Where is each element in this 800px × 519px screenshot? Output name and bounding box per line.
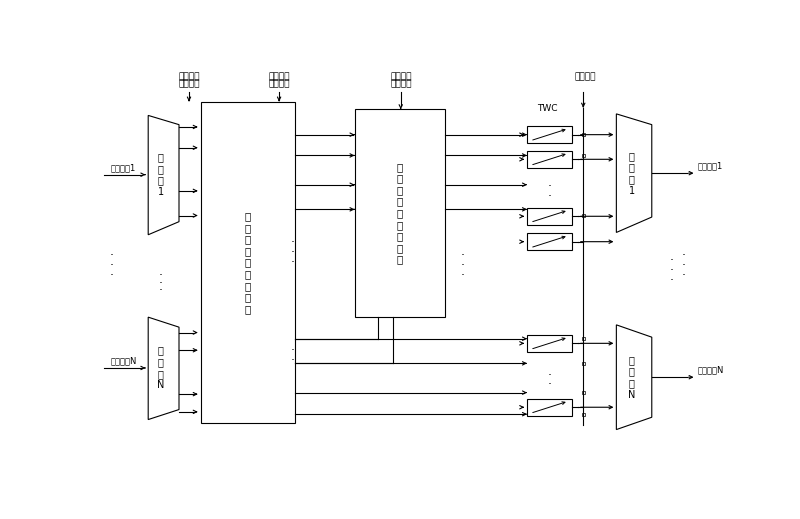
Text: 分
波
器
1: 分 波 器 1 — [158, 152, 163, 197]
Text: 控制指令: 控制指令 — [575, 73, 596, 81]
Text: 低
速
光
交
换
单
元
模
块: 低 速 光 交 换 单 元 模 块 — [245, 211, 250, 314]
Text: ·: · — [670, 254, 674, 267]
Text: ·: · — [291, 344, 295, 357]
Text: 输出端口1: 输出端口1 — [698, 162, 723, 171]
Text: 合
波
器
1: 合 波 器 1 — [629, 151, 635, 196]
Text: ·: · — [460, 269, 464, 282]
Text: 交换控制: 交换控制 — [268, 73, 290, 81]
Text: ·: · — [460, 259, 464, 272]
Text: 交换控制: 交换控制 — [390, 73, 411, 81]
Bar — [582, 214, 585, 217]
Bar — [582, 154, 585, 157]
Text: ·: · — [547, 369, 551, 382]
Text: 合
波
器
N: 合 波 器 N — [628, 355, 635, 400]
Text: ·: · — [110, 249, 114, 262]
Text: ·: · — [291, 236, 295, 249]
Text: ·: · — [460, 249, 464, 262]
Text: 输入端口1: 输入端口1 — [111, 163, 136, 172]
Text: ·: · — [682, 259, 686, 272]
Bar — [582, 391, 585, 394]
Text: 控制模块: 控制模块 — [178, 79, 200, 88]
Text: ·: · — [158, 269, 162, 282]
Bar — [201, 102, 294, 424]
Text: ·: · — [291, 246, 295, 259]
Text: 输出端口N: 输出端口N — [697, 366, 723, 375]
Text: 信息送入: 信息送入 — [178, 73, 200, 81]
Bar — [527, 335, 572, 352]
Text: ·: · — [547, 190, 551, 203]
Text: ·: · — [158, 277, 162, 290]
Bar — [527, 399, 572, 416]
Text: ·: · — [158, 284, 162, 297]
Text: ·: · — [682, 269, 686, 282]
Text: 输入端口N: 输入端口N — [110, 357, 137, 365]
Text: ·: · — [110, 269, 114, 282]
Bar — [527, 126, 572, 143]
Bar — [527, 151, 572, 168]
Text: ·: · — [291, 256, 295, 269]
Text: ·: · — [291, 354, 295, 367]
Text: TWC: TWC — [537, 104, 558, 113]
Bar — [354, 110, 446, 317]
Bar — [527, 208, 572, 225]
Text: 高
速
光
交
换
单
元
模
块: 高 速 光 交 换 单 元 模 块 — [397, 162, 403, 265]
Bar — [582, 337, 585, 340]
Bar — [582, 413, 585, 416]
Text: ·: · — [682, 249, 686, 262]
Text: ·: · — [547, 378, 551, 391]
Text: ·: · — [670, 265, 674, 278]
Bar — [582, 362, 585, 365]
Text: ·: · — [547, 180, 551, 193]
Text: 单元指令: 单元指令 — [268, 79, 290, 88]
Text: 分
波
器
N: 分 波 器 N — [157, 346, 164, 390]
Bar — [527, 233, 572, 250]
Bar — [582, 133, 585, 136]
Text: ·: · — [110, 259, 114, 272]
Text: 单元指令: 单元指令 — [390, 79, 411, 88]
Text: ·: · — [670, 275, 674, 288]
